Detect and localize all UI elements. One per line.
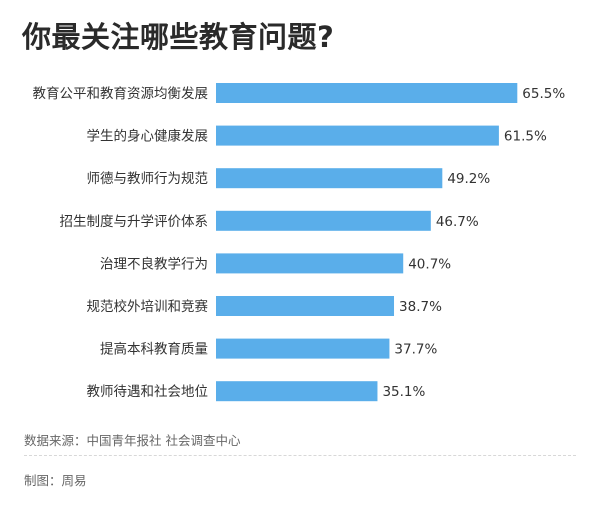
value-label: 38.7% xyxy=(399,299,442,315)
category-label: 提高本科教育质量 xyxy=(100,341,208,358)
value-label: 35.1% xyxy=(382,384,425,400)
category-label: 规范校外培训和竞赛 xyxy=(87,298,209,315)
value-label: 46.7% xyxy=(436,214,479,230)
category-label: 治理不良教学行为 xyxy=(100,256,208,272)
category-label: 学生的身心健康发展 xyxy=(87,128,209,145)
bar xyxy=(216,296,395,316)
chart-title: 你最关注哪些教育问题? xyxy=(22,20,335,54)
bar xyxy=(216,253,404,274)
category-label: 师德与教师行为规范 xyxy=(87,171,209,187)
divider xyxy=(24,455,576,456)
value-label: 40.7% xyxy=(408,256,451,272)
bar xyxy=(216,125,499,146)
category-label: 教师待遇和社会地位 xyxy=(87,384,209,400)
value-label: 37.7% xyxy=(394,342,437,358)
category-label: 招生制度与升学评价体系 xyxy=(60,214,209,230)
value-label: 61.5% xyxy=(504,129,547,145)
chart-credit: 制图：周易 xyxy=(24,473,87,488)
bar xyxy=(216,210,431,231)
category-label: 教育公平和教育资源均衡发展 xyxy=(33,86,209,102)
value-label: 49.2% xyxy=(447,171,490,187)
bar xyxy=(216,338,390,359)
bar xyxy=(216,168,443,189)
bar xyxy=(216,83,518,103)
bar xyxy=(216,381,378,402)
value-label: 65.5% xyxy=(522,86,565,102)
data-source: 数据来源：中国青年报社 社会调查中心 xyxy=(24,433,241,448)
bar-chart: 教育公平和教育资源均衡发展 65.5% 学生的身心健康发展 61.5% 师德与教师行为规… xyxy=(33,83,565,402)
